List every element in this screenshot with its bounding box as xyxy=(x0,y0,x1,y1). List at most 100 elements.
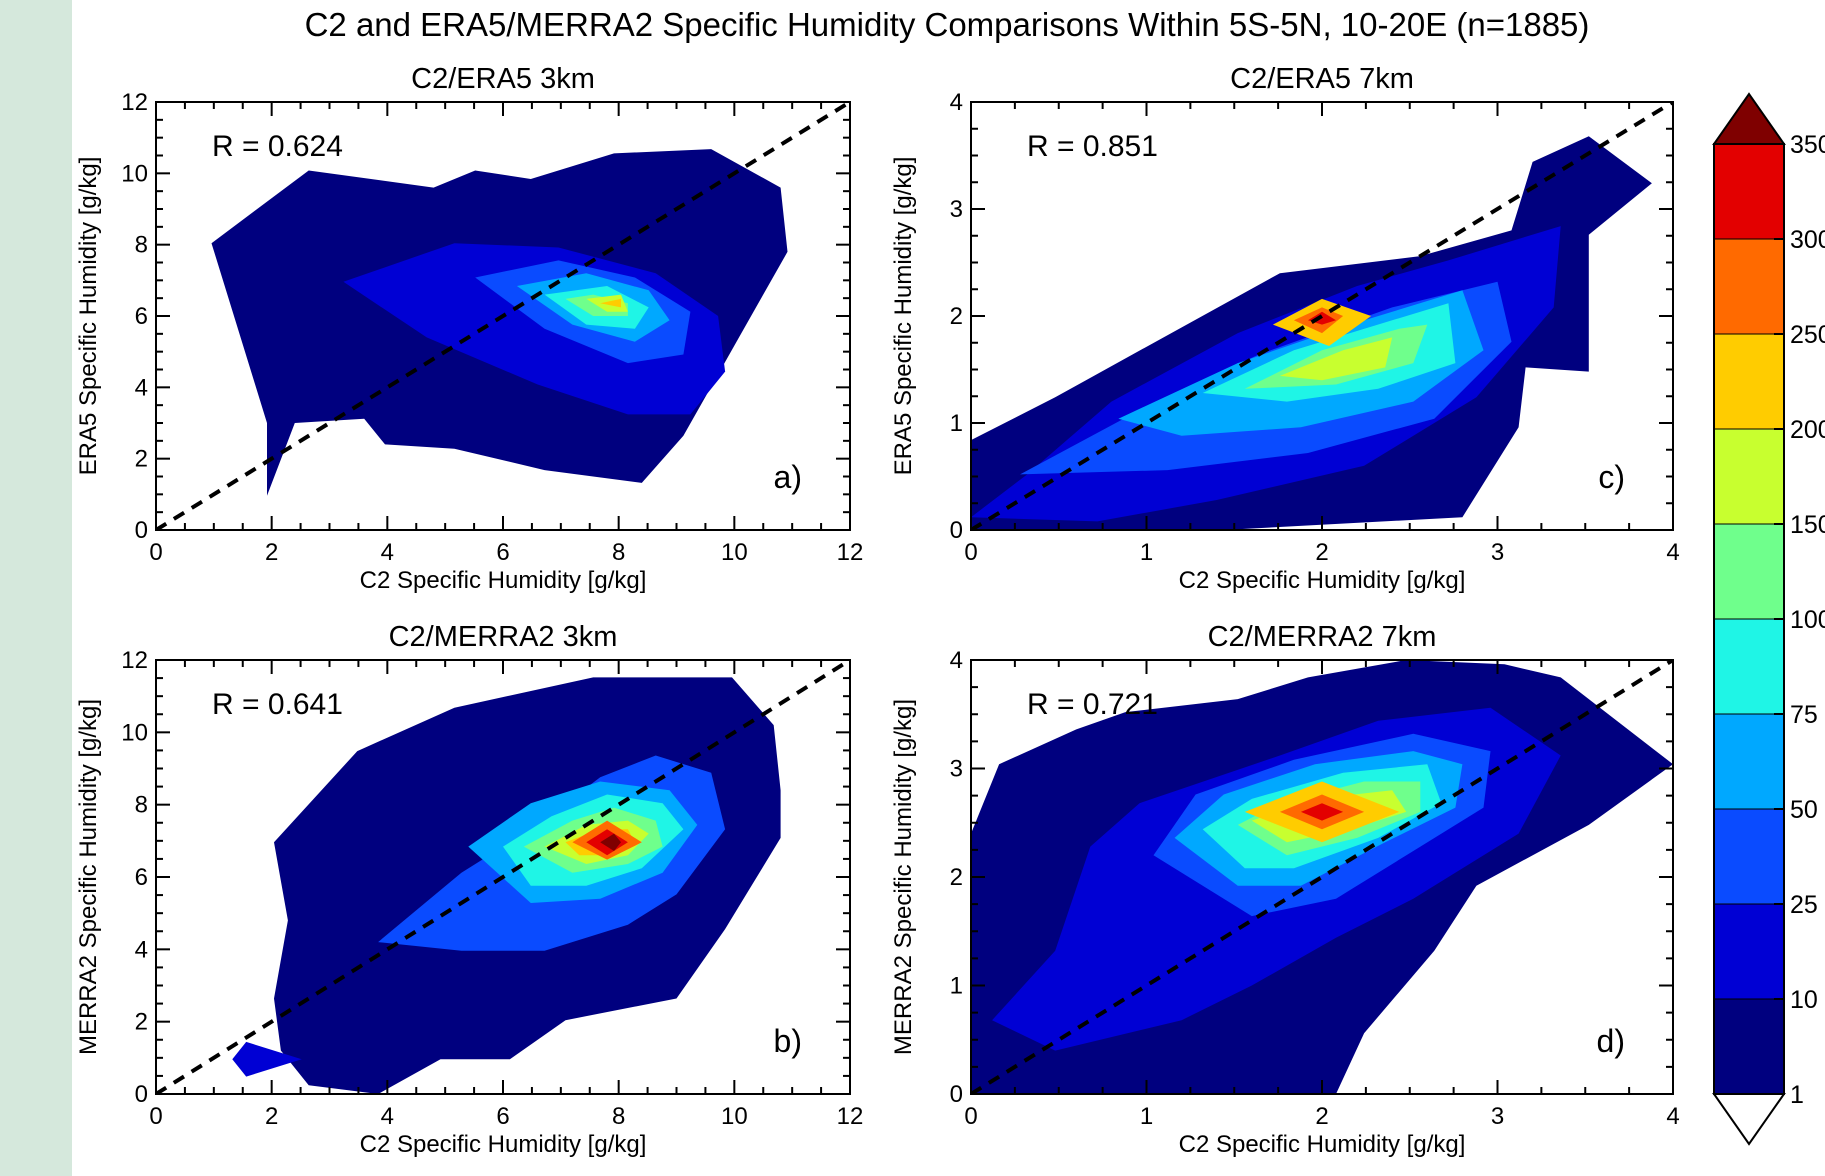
x-tick-label: 10 xyxy=(721,1103,748,1130)
colorbar-tick-label: 350 xyxy=(1790,131,1825,159)
colorbar-tick-label: 1 xyxy=(1790,1081,1804,1109)
panel-era5-3km: 0 2 4 6 8 10 12 0 2 4 6 8 10 12 C2/ERA5 3km C2 Specific… xyxy=(75,63,863,594)
colorbar-tick-label: 75 xyxy=(1790,701,1818,729)
contour-level-6 xyxy=(1279,337,1393,381)
y-tick-label: 4 xyxy=(135,374,148,401)
x-tick-label: 8 xyxy=(612,1103,625,1130)
contour-level-9 xyxy=(1300,803,1344,821)
y-tick-label: 6 xyxy=(135,864,148,891)
x-tick-label: 6 xyxy=(496,539,509,566)
x-axis-label: C2 Specific Humidity [g/kg] xyxy=(360,567,647,594)
correlation-label: R = 0.721 xyxy=(1027,688,1158,721)
x-tick-label: 3 xyxy=(1491,539,1504,566)
y-axis-label: ERA5 Specific Humidity [g/kg] xyxy=(75,157,102,476)
y-tick-label: 8 xyxy=(135,792,148,819)
x-tick-label: 4 xyxy=(1666,539,1679,566)
panel-era5-7km: 0 1 2 3 4 0 1 2 3 4 C2/ERA5 7km C2 Specific Humidit… xyxy=(890,63,1680,594)
panel-title: C2/ERA5 7km xyxy=(1230,63,1414,95)
x-tick-label: 0 xyxy=(149,539,162,566)
x-axis-label: C2 Specific Humidity [g/kg] xyxy=(1179,567,1466,594)
colorbar-segment xyxy=(1713,808,1785,905)
contour-level-7 xyxy=(600,298,621,308)
x-tick-label: 4 xyxy=(381,539,394,566)
panel-merra2-3km: 0 2 4 6 8 10 12 0 2 4 6 8 10 12 C2/MERRA2 3km C2 Specif… xyxy=(75,621,863,1158)
colorbar: 1 10 25 50 75 100 150 200 250 300 350 xyxy=(1712,92,1825,1146)
correlation-label: R = 0.851 xyxy=(1027,130,1158,163)
colorbar-tick-label: 150 xyxy=(1790,511,1825,539)
panel-letter: d) xyxy=(1597,1023,1625,1059)
y-tick-label: 0 xyxy=(135,517,148,544)
y-tick-label: 12 xyxy=(121,89,148,116)
x-tick-label: 12 xyxy=(837,1103,864,1130)
x-tick-label: 2 xyxy=(265,1103,278,1130)
y-tick-label: 0 xyxy=(135,1081,148,1108)
colorbar-segment xyxy=(1713,618,1785,715)
y-tick-label: 4 xyxy=(950,89,963,116)
x-tick-label: 6 xyxy=(496,1103,509,1130)
one-to-one-line xyxy=(971,660,1673,1094)
colorbar-min-triangle xyxy=(1712,1093,1786,1146)
correlation-label: R = 0.624 xyxy=(212,130,343,163)
colorbar-segment xyxy=(1713,143,1785,240)
panel-letter: c) xyxy=(1598,459,1625,495)
one-to-one-line xyxy=(971,102,1673,530)
x-axis-label: C2 Specific Humidity [g/kg] xyxy=(1179,1131,1466,1158)
colorbar-tick-label: 300 xyxy=(1790,226,1825,254)
colorbar-segment xyxy=(1713,428,1785,525)
y-tick-label: 1 xyxy=(950,973,963,1000)
panel-merra2-7km: 0 1 2 3 4 0 1 2 3 4 C2/MERRA2 7km C2 Specific Humid… xyxy=(890,621,1680,1158)
y-tick-label: 10 xyxy=(121,719,148,746)
y-tick-label: 0 xyxy=(950,1081,963,1108)
figure: C2 and ERA5/MERRA2 Specific Humidity Com… xyxy=(75,6,1825,1158)
y-tick-label: 2 xyxy=(135,1009,148,1036)
colorbar-tick-label: 200 xyxy=(1790,416,1825,444)
correlation-label: R = 0.641 xyxy=(212,688,343,721)
colorbar-tick-label: 250 xyxy=(1790,321,1825,349)
y-tick-label: 8 xyxy=(135,232,148,259)
y-tick-label: 4 xyxy=(135,936,148,963)
y-tick-label: 4 xyxy=(950,647,963,674)
one-to-one-line xyxy=(156,102,850,530)
x-tick-label: 0 xyxy=(964,1103,977,1130)
x-tick-label: 4 xyxy=(381,1103,394,1130)
colorbar-segment xyxy=(1713,713,1785,810)
y-tick-label: 12 xyxy=(121,647,148,674)
x-tick-label: 4 xyxy=(1666,1103,1679,1130)
x-tick-label: 0 xyxy=(149,1103,162,1130)
panel-title: C2/MERRA2 3km xyxy=(389,621,618,653)
colorbar-tick-label: 10 xyxy=(1790,986,1818,1014)
panel-letter: a) xyxy=(774,459,802,495)
y-axis-label: MERRA2 Specific Humidity [g/kg] xyxy=(890,699,917,1055)
x-tick-label: 0 xyxy=(964,539,977,566)
figure-title: C2 and ERA5/MERRA2 Specific Humidity Com… xyxy=(305,6,1590,43)
y-tick-label: 0 xyxy=(950,517,963,544)
colorbar-max-triangle xyxy=(1712,92,1786,145)
colorbar-segment xyxy=(1713,523,1785,620)
x-tick-label: 2 xyxy=(1315,539,1328,566)
colorbar-segment xyxy=(1713,998,1785,1095)
y-axis-label: ERA5 Specific Humidity [g/kg] xyxy=(890,157,917,476)
y-axis-label: MERRA2 Specific Humidity [g/kg] xyxy=(75,699,102,1055)
colorbar-segment xyxy=(1713,903,1785,1000)
colorbar-segment xyxy=(1713,333,1785,430)
panel-letter: b) xyxy=(774,1023,802,1059)
x-tick-label: 12 xyxy=(837,539,864,566)
x-tick-label: 2 xyxy=(265,539,278,566)
contour-level-1 xyxy=(232,1041,302,1077)
x-tick-label: 1 xyxy=(1140,539,1153,566)
x-tick-label: 1 xyxy=(1140,1103,1153,1130)
x-tick-label: 8 xyxy=(612,539,625,566)
left-background-strip xyxy=(0,0,72,1176)
colorbar-tick-label: 25 xyxy=(1790,891,1818,919)
panel-title: C2/ERA5 3km xyxy=(411,63,595,95)
x-tick-label: 3 xyxy=(1491,1103,1504,1130)
x-axis-label: C2 Specific Humidity [g/kg] xyxy=(360,1131,647,1158)
one-to-one-line xyxy=(156,660,850,1094)
y-tick-label: 3 xyxy=(950,196,963,223)
panel-title: C2/MERRA2 7km xyxy=(1208,621,1437,653)
y-tick-label: 2 xyxy=(950,864,963,891)
x-tick-label: 2 xyxy=(1315,1103,1328,1130)
y-tick-label: 1 xyxy=(950,410,963,437)
y-tick-label: 3 xyxy=(950,756,963,783)
y-tick-label: 10 xyxy=(121,160,148,187)
